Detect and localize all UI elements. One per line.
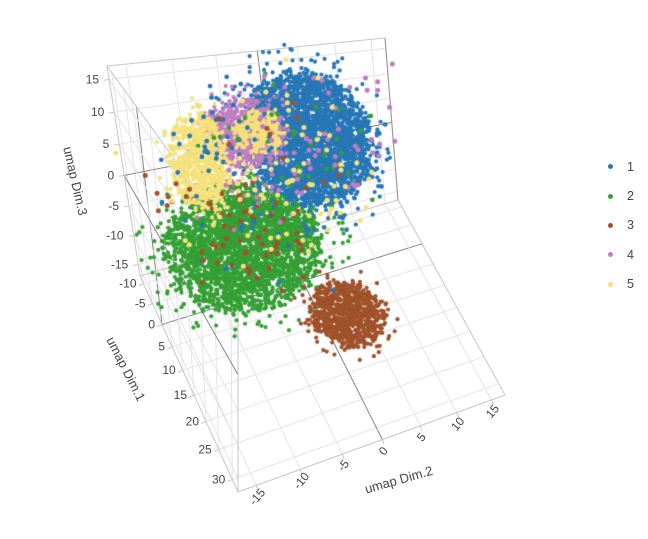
legend-item-label: 4 xyxy=(627,247,634,262)
legend-marker-icon xyxy=(608,252,613,258)
legend-item-label: 5 xyxy=(627,277,634,292)
legend-marker-icon xyxy=(608,164,613,170)
legend-marker-icon xyxy=(608,281,613,287)
legend-item-1[interactable]: 1 xyxy=(600,152,634,181)
legend-item-2[interactable]: 2 xyxy=(600,181,634,210)
legend-marker-icon xyxy=(608,222,613,228)
legend: 1 2 3 4 5 xyxy=(600,152,634,299)
legend-item-5[interactable]: 5 xyxy=(600,270,634,299)
legend-item-label: 1 xyxy=(627,159,634,174)
legend-marker-icon xyxy=(608,193,613,199)
legend-item-label: 2 xyxy=(627,189,634,204)
legend-item-4[interactable]: 4 xyxy=(600,240,634,269)
legend-item-label: 3 xyxy=(627,218,634,233)
legend-item-3[interactable]: 3 xyxy=(600,211,634,240)
